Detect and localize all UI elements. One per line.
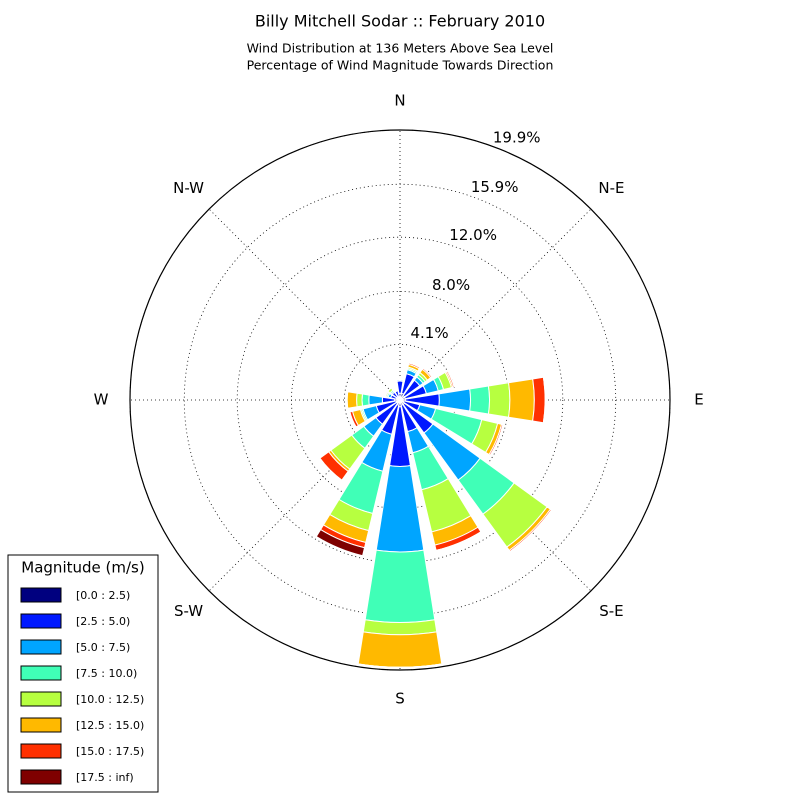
legend-title: Magnitude (m/s) (21, 559, 144, 577)
wedge-segment (368, 394, 384, 406)
wedge-segment (532, 376, 546, 424)
direction-label: S (395, 690, 405, 708)
wedge-segment (507, 378, 535, 422)
angular-grid-line (399, 208, 592, 401)
polar-frame (129, 129, 671, 671)
chart-subtitle: Wind Distribution at 136 Meters Above Se… (247, 41, 554, 56)
wedge-segment (469, 385, 491, 415)
wedge-segment (356, 392, 364, 408)
legend-swatch (20, 691, 62, 707)
wedge-segment (349, 411, 357, 428)
wedge-segment (346, 391, 358, 409)
direction-label: W (94, 391, 109, 409)
direction-label: E (694, 391, 703, 409)
legend-label: [15.0 : 17.5) (76, 745, 144, 758)
chart-subtitle: Percentage of Wind Magnitude Towards Dir… (247, 58, 554, 73)
legend-label: [7.5 : 10.0) (76, 667, 137, 680)
r-tick-label: 8.0% (432, 276, 470, 294)
legend-label: [5.0 : 7.5) (76, 641, 130, 654)
direction-label: S-W (174, 602, 203, 620)
r-tick-label: 15.9% (471, 178, 519, 196)
wedge-segment (315, 528, 366, 557)
angular-grid-line (208, 208, 401, 401)
direction-label: N-W (173, 179, 204, 197)
r-tick-label: 19.9% (493, 128, 541, 146)
direction-label: N (394, 92, 405, 110)
legend-swatch (20, 587, 62, 603)
legend-label: [17.5 : inf) (76, 771, 134, 784)
chart-title: Billy Mitchell Sodar :: February 2010 (255, 12, 545, 31)
grid-ring (236, 236, 564, 564)
legend-label: [0.0 : 2.5) (76, 589, 130, 602)
wedge-segment (435, 531, 482, 551)
r-tick-label: 12.0% (449, 226, 497, 244)
legend-swatch (20, 743, 62, 759)
legend-swatch (20, 769, 62, 785)
legend-label: [12.5 : 15.0) (76, 719, 144, 732)
wedge-segment (487, 382, 511, 418)
r-tick-label: 4.1% (410, 324, 448, 342)
legend-swatch (20, 665, 62, 681)
direction-label: N-E (598, 179, 624, 197)
direction-label: S-E (599, 602, 623, 620)
wedge-segment (364, 549, 436, 624)
legend-swatch (20, 613, 62, 629)
grid-ring (183, 183, 617, 617)
legend-label: [2.5 : 5.0) (76, 615, 130, 628)
wedge-segment (361, 393, 370, 407)
legend-label: [10.0 : 12.5) (76, 693, 144, 706)
legend-swatch (20, 639, 62, 655)
wedge-segment (509, 509, 552, 552)
legend-swatch (20, 717, 62, 733)
wedge-segment (357, 631, 443, 668)
